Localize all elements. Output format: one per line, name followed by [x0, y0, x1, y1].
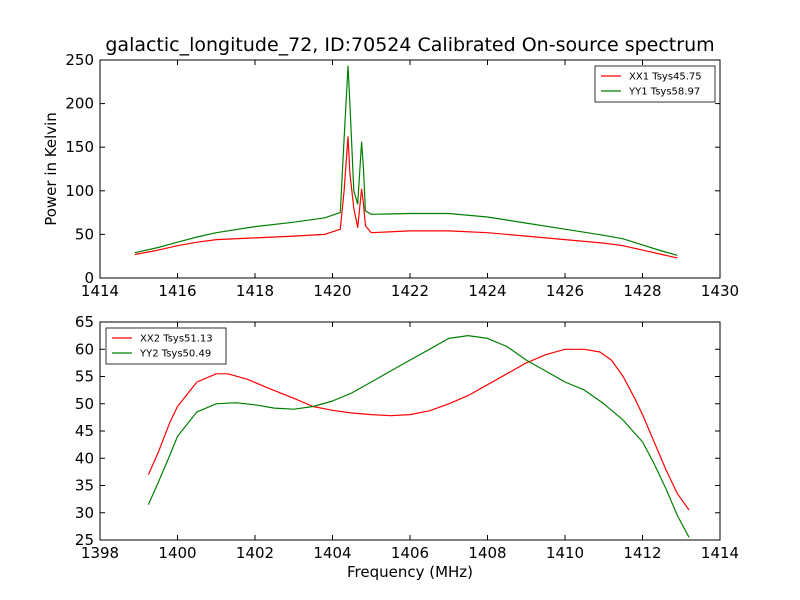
y-tick-label: 65 — [75, 313, 94, 331]
y-tick-label: 40 — [75, 449, 94, 467]
series-line-xx — [147, 348, 690, 511]
x-tick-label: 1400 — [158, 544, 196, 562]
legend-box — [105, 327, 227, 365]
legend-label: XX2 Tsys51.13 — [140, 334, 213, 345]
x-tick-label: 1416 — [158, 282, 196, 300]
x-tick-label: 1414 — [701, 544, 739, 562]
x-tick-label: 1410 — [546, 544, 584, 562]
x-tick-label: 1408 — [468, 544, 506, 562]
x-tick-label: 1430 — [701, 282, 739, 300]
y-tick-label: 0 — [84, 269, 94, 287]
legend-label: YY2 Tsys50.49 — [139, 349, 211, 360]
series-line-yy — [147, 335, 690, 538]
x-tick-label: 1422 — [391, 282, 429, 300]
top-panel: 1414 1416 1418 1420 1422 1424 1426 1428 1430 0 50 1… — [42, 51, 739, 300]
y-axis-label: Power in Kelvin — [42, 112, 60, 226]
y-tick-label: 100 — [65, 182, 94, 200]
bottom-panel: 1398 1400 1402 1404 1406 1408 1410 1412 1414 25 30… — [75, 313, 739, 581]
y-tick-label: 50 — [75, 395, 94, 413]
y-tick-label: 250 — [65, 51, 94, 69]
x-tick-label: 1420 — [313, 282, 351, 300]
x-tick-label: 1404 — [313, 544, 351, 562]
y-tick-label: 50 — [75, 225, 94, 243]
x-axis-label: Frequency (MHz) — [347, 563, 473, 581]
x-tick-label: 1398 — [81, 544, 119, 562]
y-tick-label: 25 — [75, 531, 94, 549]
x-tick-label: 1426 — [546, 282, 584, 300]
x-tick-label: 1412 — [623, 544, 661, 562]
y-tick-label: 35 — [75, 477, 94, 495]
y-tick-label: 30 — [75, 504, 94, 522]
y-tick-label: 200 — [65, 95, 94, 113]
y-tick-label: 150 — [65, 138, 94, 156]
x-tick-label: 1418 — [236, 282, 274, 300]
y-tick-label: 60 — [75, 340, 94, 358]
figure-title: galactic_longitude_72, ID:70524 Calibrat… — [105, 34, 715, 56]
legend-box — [594, 65, 716, 103]
y-tick-label: 45 — [75, 422, 94, 440]
legend-label: XX1 Tsys45.75 — [629, 72, 702, 83]
x-tick-label: 1424 — [468, 282, 506, 300]
x-tick-label: 1402 — [236, 544, 274, 562]
x-tick-label: 1406 — [391, 544, 429, 562]
legend-label: YY1 Tsys58.97 — [628, 87, 700, 98]
x-tick-label: 1428 — [623, 282, 661, 300]
x-tick-label: 1414 — [81, 282, 119, 300]
series-line-yy — [134, 65, 678, 256]
y-tick-label: 55 — [75, 368, 94, 386]
series-line-xx — [134, 136, 678, 259]
